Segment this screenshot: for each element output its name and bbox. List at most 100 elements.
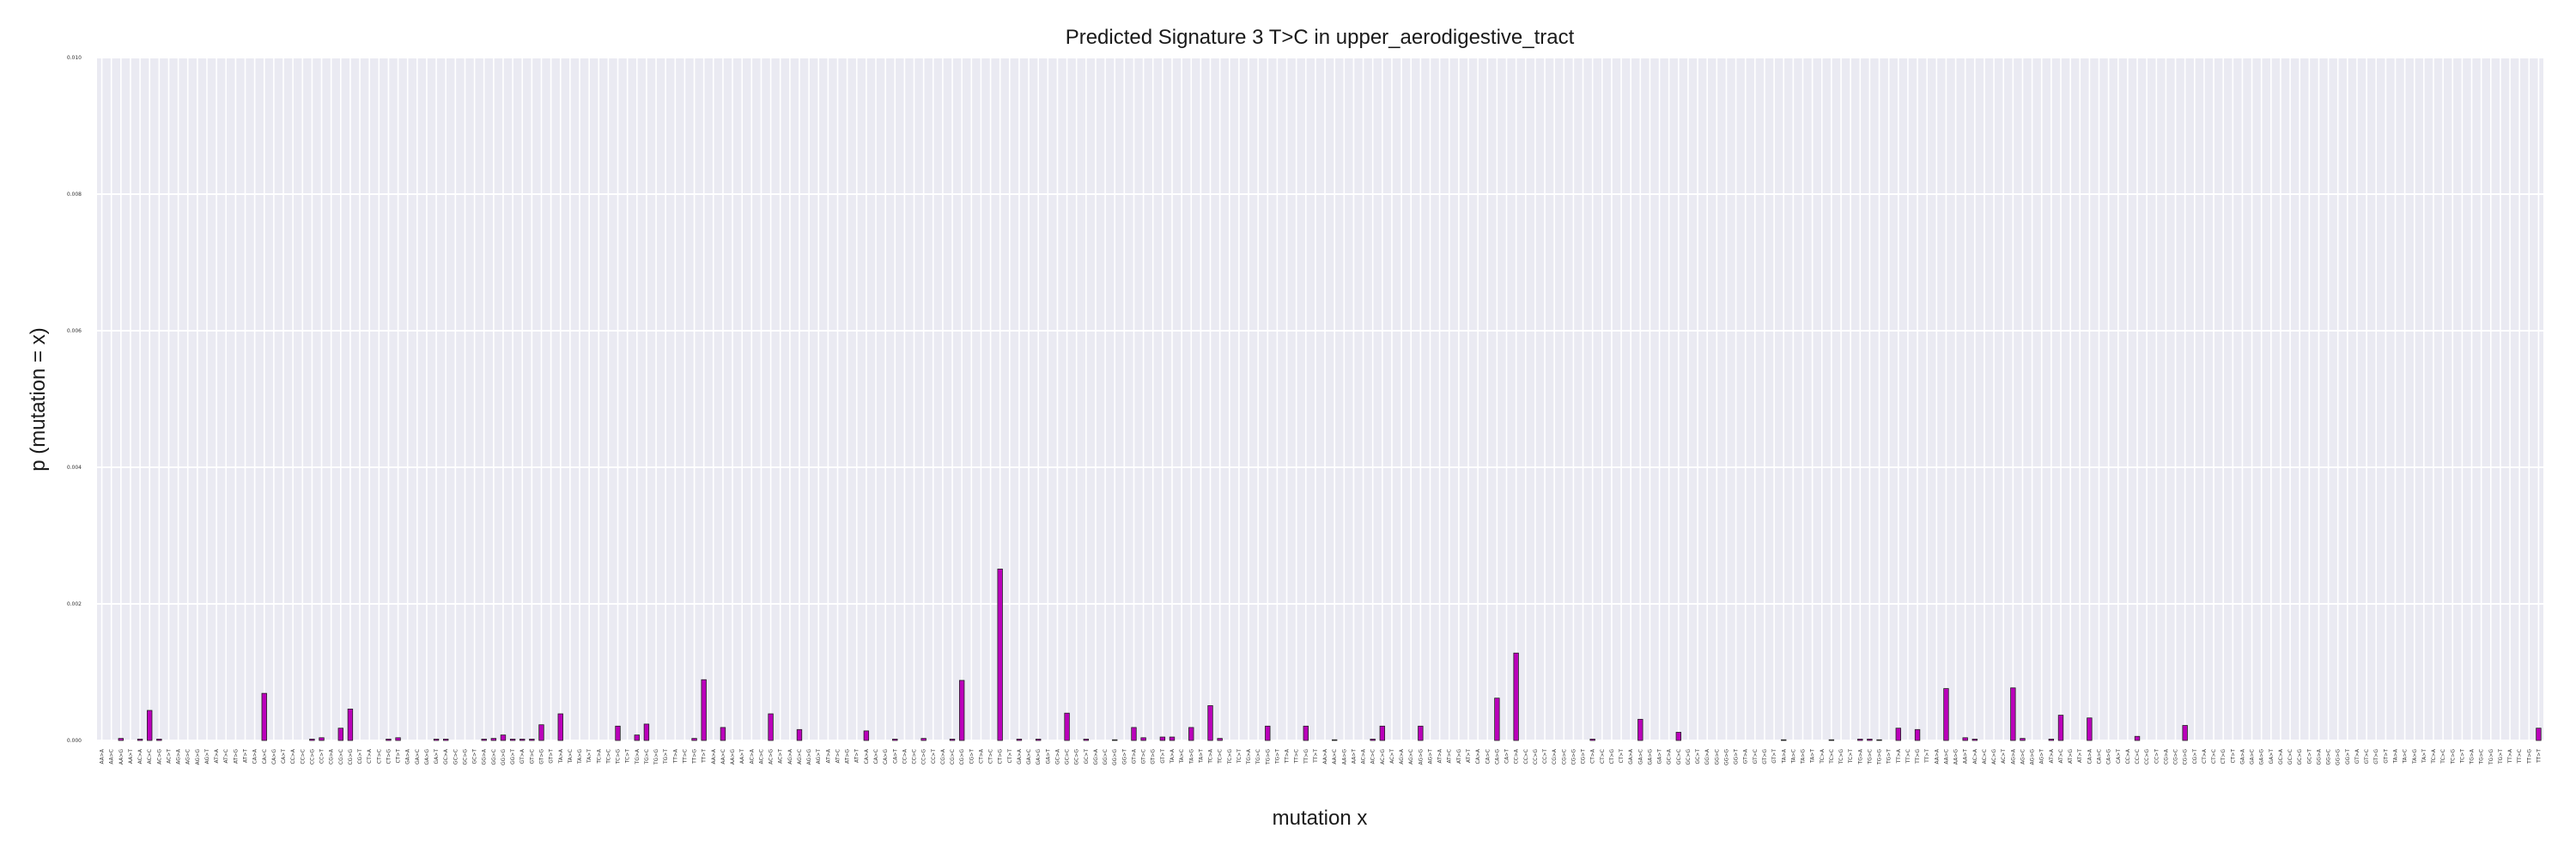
- x-tick-label: CC>C: [912, 749, 918, 765]
- x-tick-label: GA>T: [1045, 749, 1051, 765]
- chart-title: Predicted Signature 3 T>C in upper_aerod…: [1066, 26, 1575, 49]
- x-tick-label: GC>T: [472, 749, 478, 765]
- bar: [2048, 739, 2055, 741]
- x-tick-label: CA>C: [1485, 749, 1491, 765]
- x-tick-label: GG>T: [510, 749, 516, 765]
- x-tick-label: AC>A: [137, 748, 143, 764]
- bar: [337, 728, 343, 741]
- x-tick-label: AT>G: [845, 749, 851, 764]
- x-tick-label: GC>A: [443, 748, 449, 765]
- x-tick-label: AG>G: [1418, 749, 1424, 765]
- bar: [892, 739, 898, 741]
- x-tick-label: CA>T: [892, 749, 898, 764]
- x-tick-label: CA>G: [883, 749, 889, 765]
- bar: [1637, 718, 1643, 741]
- x-tick-label: AG>G: [806, 749, 812, 765]
- x-tick-label: TA>C: [1790, 749, 1796, 765]
- x-tick-label: CA>G: [1494, 749, 1500, 765]
- x-tick-label: TT>A: [1896, 748, 1902, 764]
- x-tick-label: CT>A: [978, 748, 984, 764]
- x-tick-label: CA>C: [2097, 749, 2103, 765]
- x-tick-label: GA>T: [1657, 749, 1663, 765]
- x-tick-label: AT>G: [233, 749, 239, 764]
- bar: [156, 739, 162, 741]
- x-tick-label: TT>T: [702, 749, 708, 764]
- x-tick-label: AT>G: [1456, 749, 1462, 764]
- y-tick-label: 0.002: [67, 601, 82, 607]
- bar: [319, 737, 325, 741]
- x-tick-label: CT>T: [2230, 749, 2236, 764]
- x-tick-label: TA>G: [1188, 749, 1194, 765]
- x-tick-label: CC>G: [309, 749, 315, 765]
- bar: [519, 739, 526, 741]
- y-tick-label: 0.010: [67, 55, 82, 61]
- x-tick-label: CC>G: [2144, 749, 2150, 765]
- x-tick-label: AA>T: [1963, 749, 1969, 764]
- bar: [1265, 725, 1271, 741]
- bar: [490, 738, 497, 741]
- x-tick-label: GT>G: [538, 749, 544, 765]
- x-tick-label: CG>C: [950, 749, 956, 765]
- x-tick-label: AG>C: [797, 749, 803, 765]
- x-tick-label: GC>T: [2306, 749, 2312, 765]
- bar: [557, 713, 563, 741]
- x-tick-label: CT>C: [988, 749, 994, 764]
- x-tick-label: TA>A: [1781, 748, 1787, 764]
- x-tick-label: TC>T: [625, 749, 631, 765]
- plot-area: [97, 58, 2543, 740]
- x-tick-label: TC>T: [2459, 749, 2465, 765]
- x-tick-label: AA>A: [1934, 748, 1940, 764]
- x-tick-label: AT>T: [854, 749, 860, 763]
- x-tick-label: AA>C: [720, 749, 726, 765]
- bar: [634, 734, 640, 741]
- bar: [1895, 728, 1901, 741]
- x-tick-label: CC>A: [2125, 748, 2131, 764]
- x-tick-label: AC>A: [1972, 748, 1978, 764]
- x-tick-label: GC>G: [2297, 749, 2303, 765]
- bar: [1036, 739, 1042, 741]
- x-tick-label: AG>A: [1399, 748, 1405, 765]
- x-tick-label: AA>C: [109, 749, 115, 765]
- x-tick-label: AG>C: [185, 749, 191, 765]
- bar: [1169, 736, 1176, 741]
- bar: [481, 739, 487, 741]
- x-tick-label: CG>A: [329, 748, 335, 765]
- x-tick-label: TC>G: [2450, 749, 2456, 765]
- x-tick-label: CA>A: [252, 748, 258, 764]
- x-tick-label: AG>T: [204, 749, 210, 765]
- bar: [2182, 725, 2188, 741]
- bar: [1675, 732, 1682, 741]
- x-tick-label: AC>G: [769, 749, 775, 765]
- x-tick-label: AC>G: [1991, 749, 1997, 765]
- x-tick-label: TC>A: [2431, 748, 2437, 765]
- x-tick-label: GT>C: [2364, 749, 2370, 764]
- x-tick-label: AA>T: [128, 749, 134, 764]
- x-tick-label: GT>C: [1141, 749, 1147, 764]
- x-tick-label: AC>C: [758, 749, 764, 764]
- bar: [529, 739, 535, 741]
- x-tick-label: CT>G: [386, 749, 392, 765]
- x-tick-label: GA>A: [1017, 748, 1023, 765]
- bar: [347, 709, 354, 741]
- x-tick-label: CG>G: [348, 749, 354, 765]
- x-tick-label: GG>C: [491, 749, 497, 765]
- x-tick-label: AG>A: [2010, 748, 2016, 765]
- x-tick-label: TG>T: [663, 749, 669, 765]
- x-tick-label: GC>G: [1686, 749, 1692, 765]
- x-tick-label: TG>C: [644, 749, 650, 765]
- x-tick-label: CT>A: [2202, 748, 2208, 764]
- bar: [1016, 739, 1023, 741]
- x-tick-label: TT>T: [2536, 749, 2542, 764]
- x-tick-label: AA>A: [100, 748, 106, 764]
- bar: [1589, 739, 1595, 741]
- x-tick-label: CC>C: [300, 749, 306, 765]
- x-tick-label: CA>C: [873, 749, 879, 765]
- x-tick-label: GC>G: [1074, 749, 1080, 765]
- bar: [1962, 737, 1968, 741]
- x-tick-label: GC>T: [1695, 749, 1701, 765]
- x-tick-label: CT>T: [1007, 749, 1013, 764]
- bar: [2087, 717, 2093, 741]
- bar: [509, 739, 516, 741]
- x-tick-label: CT>C: [1600, 749, 1606, 764]
- x-tick-label: GG>G: [1112, 749, 1118, 765]
